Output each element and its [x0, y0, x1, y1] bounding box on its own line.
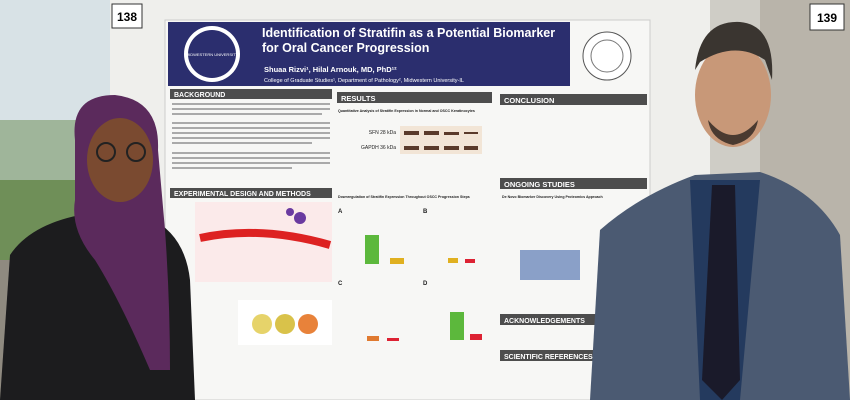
section-title: SCIENTIFIC REFERENCES [504, 354, 593, 361]
circle [275, 314, 295, 334]
section-title: BACKGROUND [174, 92, 225, 99]
face [87, 118, 153, 202]
subhead: Downregulation of Stratifin Expression T… [338, 195, 470, 199]
subhead: De Novo Biomarker Discovery Using Proteo… [502, 195, 603, 199]
section-header [500, 94, 647, 105]
cell [294, 212, 306, 224]
logo-text: MIDWESTERN UNIVERSITY [186, 52, 239, 57]
circle [252, 314, 272, 334]
glasses [96, 142, 116, 162]
seal [582, 31, 632, 81]
cell [286, 208, 294, 216]
face [695, 43, 771, 147]
mini-charts [365, 235, 482, 341]
sign-number: 139 [817, 11, 837, 25]
section-title: ACKNOWLEDGEMENTS [504, 318, 585, 325]
bands [404, 131, 478, 150]
blot-label: GAPDH 36 kDa [361, 145, 396, 151]
figure [520, 250, 580, 280]
body-text [172, 103, 330, 169]
section-header [500, 350, 647, 361]
glasses [126, 142, 146, 162]
section-title: ONGOING STUDIES [504, 180, 575, 189]
seal-ring [590, 39, 624, 73]
section-header [500, 178, 647, 189]
panel-label: C [338, 281, 343, 287]
hair [695, 21, 773, 80]
section-title: CONCLUSION [504, 96, 554, 105]
section-header [337, 92, 492, 103]
section-title: EXPERIMENTAL DESIGN AND METHODS [174, 191, 311, 198]
blot-label: SFN 28 kDa [369, 130, 396, 136]
affiliation: College of Graduate Studies¹, Department… [264, 78, 464, 84]
vessel [199, 228, 332, 249]
logo-inner [188, 30, 236, 78]
tie [702, 185, 740, 400]
sign-number: 138 [117, 10, 137, 24]
panel-label: A [338, 209, 343, 215]
subhead: Quantitative Analysis of Stratifin Expre… [338, 109, 475, 113]
section-header [500, 314, 647, 325]
title-box: Identification of Stratifin as a Potenti… [262, 26, 556, 55]
section-header [170, 188, 332, 198]
sign [809, 3, 845, 31]
poster-title: Identification of Stratifin as a Potenti… [262, 26, 556, 55]
section-header [170, 89, 332, 99]
sign [111, 3, 143, 29]
beard [708, 120, 758, 145]
panel-label: D [423, 281, 428, 287]
circle [298, 314, 318, 334]
authors: Shuaa Rizvi¹, Hilal Arnouk, MD, PhD¹² [264, 65, 397, 74]
panel-label: B [423, 209, 428, 215]
section-title: RESULTS [341, 94, 375, 103]
